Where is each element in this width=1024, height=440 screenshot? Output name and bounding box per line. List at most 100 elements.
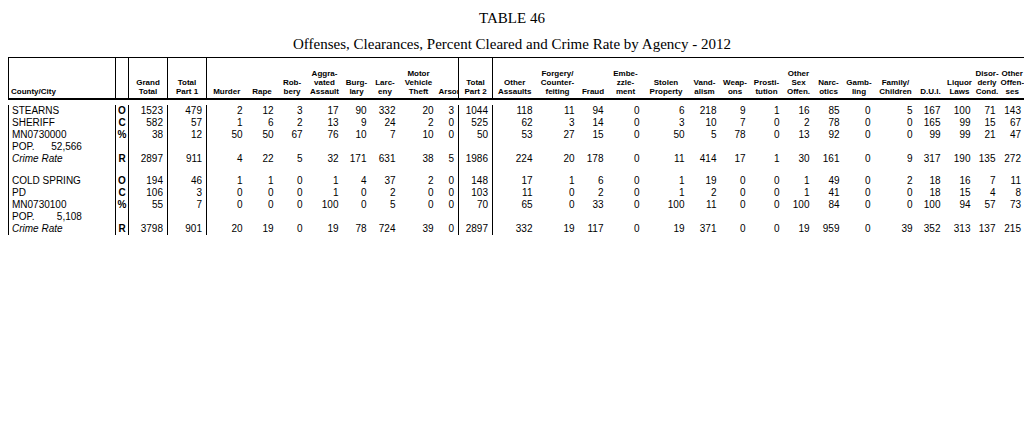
spacer-cell — [129, 165, 168, 175]
spacer-cell — [975, 165, 1000, 175]
ocpr-letter-cell — [116, 141, 129, 153]
value-cell: 53 — [493, 129, 537, 141]
spacer-cell — [814, 165, 844, 175]
value-cell: 2 — [400, 175, 438, 187]
value-cell — [343, 211, 371, 223]
agency-label-cell: COLD SPRING — [9, 175, 116, 187]
column-header: Vand- alism — [689, 58, 721, 100]
value-cell: 62 — [493, 117, 537, 129]
agency-label-cell: Crime Rate — [9, 223, 116, 235]
value-cell: 0 — [875, 199, 917, 211]
value-cell — [247, 141, 278, 153]
value-cell — [689, 211, 721, 223]
value-cell — [945, 141, 975, 153]
value-cell — [975, 211, 1000, 223]
value-cell — [814, 141, 844, 153]
value-cell: 0 — [438, 129, 459, 141]
document-page: { "page": { "title": "TABLE 46", "subtit… — [0, 0, 1024, 440]
column-header: Rape — [247, 58, 278, 100]
value-cell: 148 — [459, 175, 493, 187]
value-cell: 218 — [689, 105, 721, 117]
spacer-cell — [207, 165, 247, 175]
value-cell: 17 — [721, 153, 750, 165]
spacer-cell — [579, 165, 608, 175]
column-header: Prosti- tution — [750, 58, 784, 100]
header-row: County/CityGrand TotalTotal Part 1Murder… — [9, 58, 1024, 100]
ocpr-letter-cell: C — [116, 187, 129, 199]
value-cell — [459, 211, 493, 223]
value-cell: 19 — [784, 223, 814, 235]
value-cell: 631 — [371, 153, 400, 165]
value-cell — [875, 141, 917, 153]
value-cell: 1 — [644, 187, 689, 199]
value-cell: 0 — [608, 223, 644, 235]
value-cell: 0 — [608, 117, 644, 129]
value-cell: 0 — [844, 153, 875, 165]
spacer-cell — [371, 165, 400, 175]
value-cell: 20 — [400, 105, 438, 117]
value-cell — [247, 211, 278, 223]
value-cell: 50 — [247, 129, 278, 141]
column-header: Gamb- ling — [844, 58, 875, 100]
value-cell: 0 — [438, 223, 459, 235]
value-cell: 0 — [608, 153, 644, 165]
column-header: Other Sex Offen. — [784, 58, 814, 100]
value-cell — [278, 141, 307, 153]
value-cell: 0 — [721, 199, 750, 211]
value-cell: 19 — [644, 223, 689, 235]
value-cell — [537, 211, 579, 223]
value-cell: 3 — [278, 105, 307, 117]
value-cell: 5 — [371, 199, 400, 211]
value-cell — [207, 141, 247, 153]
value-cell: 0 — [875, 117, 917, 129]
value-cell: 8 — [1000, 187, 1024, 199]
value-cell — [129, 141, 168, 153]
value-cell — [168, 141, 207, 153]
value-cell: 27 — [537, 129, 579, 141]
value-cell: 0 — [438, 199, 459, 211]
value-cell: 1 — [750, 153, 784, 165]
value-cell: 117 — [579, 223, 608, 235]
value-cell: 5 — [689, 129, 721, 141]
ocpr-letter-cell: R — [116, 223, 129, 235]
agency-row: MN0730000%381250506776107100505327150505… — [9, 129, 1024, 141]
column-header — [116, 58, 129, 100]
value-cell: 9 — [721, 105, 750, 117]
column-header: Rob- bery — [278, 58, 307, 100]
spacer-cell — [608, 165, 644, 175]
value-cell: 4 — [975, 187, 1000, 199]
value-cell: 57 — [168, 117, 207, 129]
value-cell: 67 — [278, 129, 307, 141]
ocpr-letter-cell: O — [116, 105, 129, 117]
value-cell: 3 — [438, 105, 459, 117]
spacer-cell — [689, 165, 721, 175]
value-cell: 582 — [129, 117, 168, 129]
value-cell: 190 — [945, 153, 975, 165]
ocpr-letter-cell — [116, 211, 129, 223]
value-cell — [644, 211, 689, 223]
value-cell: 100 — [917, 199, 945, 211]
value-cell: 0 — [400, 187, 438, 199]
spacer-cell — [247, 165, 278, 175]
value-cell: 0 — [750, 129, 784, 141]
spacer-cell — [116, 165, 129, 175]
ocpr-letter-cell: O — [116, 175, 129, 187]
value-cell — [579, 211, 608, 223]
value-cell: 6 — [247, 117, 278, 129]
value-cell: 0 — [875, 129, 917, 141]
value-cell — [644, 141, 689, 153]
value-cell: 100 — [307, 199, 343, 211]
value-cell — [459, 141, 493, 153]
value-cell: 0 — [608, 175, 644, 187]
spacer-cell — [945, 165, 975, 175]
value-cell: 0 — [207, 199, 247, 211]
value-cell: 37 — [371, 175, 400, 187]
value-cell: 525 — [459, 117, 493, 129]
value-cell — [1000, 211, 1024, 223]
value-cell: 0 — [278, 199, 307, 211]
value-cell: 1 — [644, 175, 689, 187]
agency-row: PDC10630001020010311020120014100181548 — [9, 187, 1024, 199]
value-cell: 0 — [278, 187, 307, 199]
value-cell: 5 — [438, 153, 459, 165]
value-cell: 0 — [608, 129, 644, 141]
